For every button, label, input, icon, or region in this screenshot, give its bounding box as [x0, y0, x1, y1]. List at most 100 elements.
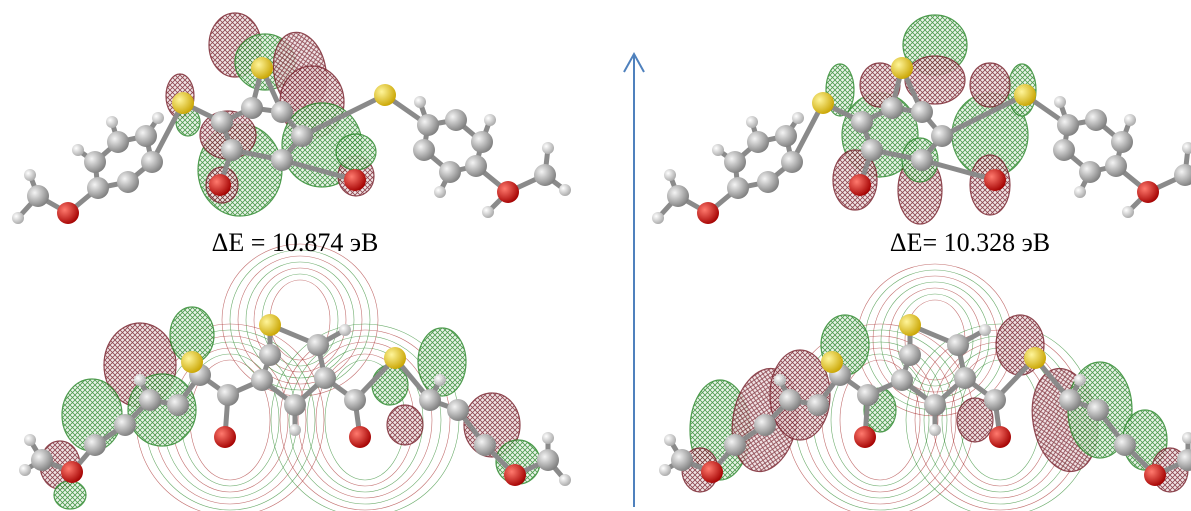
atom — [1054, 96, 1066, 108]
atom — [217, 384, 239, 406]
orbital-lobe — [418, 328, 466, 396]
atom — [84, 434, 106, 456]
atom — [954, 367, 976, 389]
atom — [414, 96, 426, 108]
page: ΔE = 10.874 эВ ΔE= 10.328 эВ (() => { co… — [0, 0, 1191, 511]
atom — [757, 171, 779, 193]
atom — [167, 394, 189, 416]
atom — [31, 449, 53, 471]
atom — [652, 212, 664, 224]
atom — [727, 177, 749, 199]
atom — [984, 389, 1006, 411]
contour-lines — [136, 244, 1094, 511]
atom — [1144, 464, 1166, 486]
atom — [891, 57, 913, 79]
atom — [899, 314, 921, 336]
atom — [754, 414, 776, 436]
atom — [107, 131, 129, 153]
atom — [57, 202, 79, 224]
orbital-lobe — [970, 63, 1010, 107]
atom — [434, 374, 446, 386]
atom — [1074, 374, 1086, 386]
atom — [214, 426, 236, 448]
atom — [1182, 142, 1191, 154]
atom — [413, 139, 435, 161]
atom — [152, 112, 164, 124]
atom — [12, 212, 24, 224]
atom — [1174, 164, 1191, 186]
atom — [947, 334, 969, 356]
orbital-lobe — [387, 405, 423, 445]
atom — [779, 389, 801, 411]
atom — [746, 116, 758, 128]
atom — [339, 324, 351, 336]
atom — [1074, 186, 1086, 198]
atom — [989, 426, 1011, 448]
atom — [259, 344, 281, 366]
atom — [1087, 399, 1109, 421]
atom — [314, 367, 336, 389]
atom — [671, 449, 693, 471]
atom — [139, 389, 161, 411]
energy-gap-label: ΔE = 10.874 эВ — [212, 228, 379, 257]
atom — [251, 57, 273, 79]
atom — [181, 351, 203, 373]
atom — [701, 461, 723, 483]
atom — [221, 139, 243, 161]
atom — [465, 155, 487, 177]
atom — [792, 112, 804, 124]
atom — [781, 151, 803, 173]
atom — [135, 125, 157, 147]
atom — [417, 114, 439, 136]
atom — [1024, 347, 1046, 369]
atom — [931, 125, 953, 147]
atom — [24, 169, 36, 181]
atom — [307, 334, 329, 356]
atom — [891, 369, 913, 391]
atom — [559, 184, 571, 196]
orbital-lobes — [40, 13, 1188, 509]
atom — [924, 394, 946, 416]
orbital-lobe — [336, 134, 376, 170]
atom — [471, 131, 493, 153]
atom — [117, 171, 139, 193]
atom — [667, 185, 689, 207]
atom — [1085, 109, 1107, 131]
atom — [484, 114, 496, 126]
atom — [712, 144, 724, 156]
atom — [251, 369, 273, 391]
atom — [537, 449, 559, 471]
contour — [222, 244, 378, 396]
atom — [1111, 131, 1133, 153]
atom — [291, 125, 313, 147]
atom — [172, 92, 194, 114]
atom — [19, 464, 31, 476]
atom — [344, 389, 366, 411]
atom — [419, 389, 441, 411]
atom — [854, 426, 876, 448]
atom — [899, 344, 921, 366]
atom — [474, 434, 496, 456]
atom — [1079, 161, 1101, 183]
atom — [445, 109, 467, 131]
atom — [434, 186, 446, 198]
atom — [664, 434, 676, 446]
atom — [807, 394, 829, 416]
atom — [857, 384, 879, 406]
atom — [881, 97, 903, 119]
atom — [209, 174, 231, 196]
atom — [344, 169, 366, 191]
atom — [1057, 114, 1079, 136]
atom — [271, 149, 293, 171]
atom — [911, 101, 933, 123]
atom — [861, 139, 883, 161]
atom — [289, 424, 301, 436]
atom — [774, 374, 786, 386]
atom — [24, 434, 36, 446]
atom — [775, 125, 797, 147]
atom — [1053, 139, 1075, 161]
atom — [284, 394, 306, 416]
atom — [724, 434, 746, 456]
atom — [1137, 181, 1159, 203]
atom — [1014, 84, 1036, 106]
